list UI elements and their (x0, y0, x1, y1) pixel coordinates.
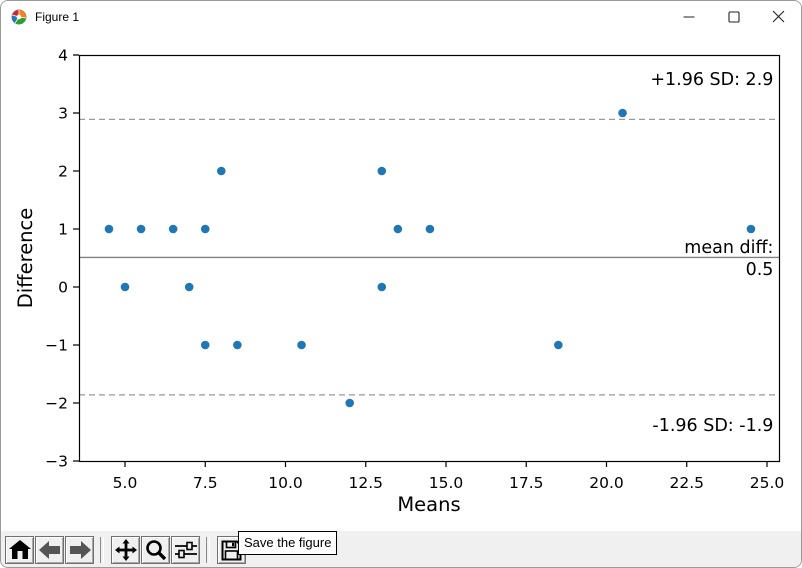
figure-canvas: 5.0 7.5 10.0 12.5 15.0 17.5 20.0 22.5 25.0 4 3 2 1 0 −… (1, 32, 801, 531)
mean-diff-value: 0.5 (746, 260, 774, 280)
configure-subplots-button[interactable] (171, 536, 200, 564)
zoom-button[interactable] (141, 536, 170, 564)
x-tick-label: 5.0 (113, 474, 138, 492)
scatter-point (200, 224, 210, 234)
home-icon (8, 540, 31, 559)
x-tick-label: 12.5 (348, 474, 383, 492)
axes-frame (78, 54, 781, 463)
title-bar[interactable]: Figure 1 (1, 1, 801, 32)
window-title: Figure 1 (35, 9, 80, 24)
maximize-icon (727, 10, 740, 23)
home-button[interactable] (5, 536, 34, 564)
scatter-point (136, 224, 146, 234)
y-tick-label: −2 (45, 395, 68, 413)
save-tooltip: Save the figure (238, 531, 338, 555)
x-tick-label: 10.0 (268, 474, 303, 492)
y-tick-label: −3 (45, 453, 68, 471)
close-icon (772, 10, 785, 23)
forward-arrow-icon (69, 541, 91, 559)
navigation-toolbar: Save the figure (1, 531, 801, 567)
pan-button[interactable] (111, 536, 140, 564)
x-tick-label: 15.0 (429, 474, 464, 492)
window-controls (666, 1, 801, 32)
matplotlib-icon (11, 9, 27, 24)
y-tick-label: 0 (58, 279, 68, 297)
close-button[interactable] (756, 1, 801, 32)
lower-loa-label: -1.96 SD: -1.9 (652, 416, 773, 436)
sliders-icon (174, 541, 197, 559)
scatter-point (345, 398, 354, 408)
pan-arrows-icon (114, 539, 137, 561)
scatter-point (297, 340, 306, 350)
scatter-point (200, 340, 210, 350)
x-tick-label: 7.5 (193, 474, 218, 492)
y-tick-label: 3 (58, 105, 68, 123)
y-axis-label: Difference (14, 208, 37, 309)
y-tick-label: 1 (58, 221, 68, 239)
y-tick-label: 4 (58, 47, 68, 65)
scatter-point (233, 340, 242, 350)
scatter-point (120, 282, 130, 292)
x-tick-label: 20.0 (589, 474, 624, 492)
y-tick-label: 2 (58, 163, 68, 181)
back-button[interactable] (35, 536, 64, 564)
mean-diff-label: mean diff: (684, 238, 773, 258)
scatter-point (425, 224, 435, 234)
upper-loa-label: +1.96 SD: 2.9 (650, 70, 773, 90)
minimize-icon (683, 15, 694, 18)
scatter-point (393, 224, 403, 234)
x-tick-label: 25.0 (750, 474, 785, 492)
x-tick-label: 17.5 (509, 474, 544, 492)
toolbar-separator (100, 537, 104, 563)
scatter-point (216, 166, 226, 176)
toolbar-separator (206, 537, 210, 563)
magnifier-icon (145, 540, 166, 561)
scatter-point (104, 224, 114, 234)
scatter-point (377, 282, 387, 292)
back-arrow-icon (38, 541, 60, 559)
scatter-point (746, 224, 756, 234)
scatter-point (377, 166, 387, 176)
maximize-button[interactable] (711, 1, 756, 32)
scatter-point (184, 282, 194, 292)
forward-button[interactable] (65, 536, 94, 564)
scatter-point (618, 108, 627, 118)
y-tick-label: −1 (45, 337, 68, 355)
bland-altman-plot[interactable]: 5.0 7.5 10.0 12.5 15.0 17.5 20.0 22.5 25.0 4 3 2 1 0 −… (1, 32, 801, 531)
scatter-point (554, 340, 563, 350)
x-tick-label: 22.5 (669, 474, 704, 492)
x-axis-label: Means (397, 493, 460, 516)
minimize-button[interactable] (666, 1, 711, 32)
scatter-point (168, 224, 178, 234)
